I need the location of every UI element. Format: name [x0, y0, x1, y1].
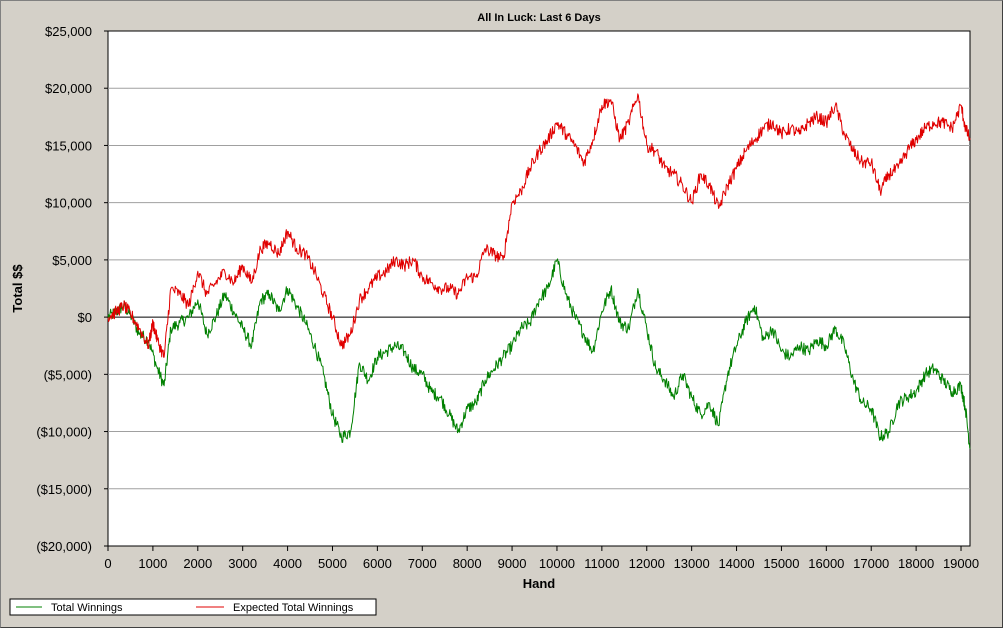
legend-label-total-winnings: Total Winnings — [51, 602, 123, 614]
y-tick-label: ($20,000) — [36, 539, 92, 554]
y-axis-ticks: $25,000 $20,000 $15,000 $10,000 $5,000 $0 ($5,… — [36, 24, 108, 554]
y-tick-label: ($15,000) — [36, 482, 92, 497]
x-tick-label: 5000 — [318, 556, 347, 571]
y-tick-label: $15,000 — [45, 138, 92, 153]
x-axis-ticks: 0 1000 2000 3000 4000 5000 6000 7000 8000 9000 100… — [104, 546, 979, 571]
x-tick-label: 14000 — [718, 556, 754, 571]
y-tick-label: ($5,000) — [44, 367, 92, 382]
y-tick-label: $25,000 — [45, 24, 92, 39]
x-tick-label: 11000 — [584, 556, 619, 571]
x-tick-label: 12000 — [629, 556, 665, 571]
x-tick-label: 2000 — [183, 556, 212, 571]
x-axis-title: Hand — [523, 576, 556, 591]
x-tick-label: 19000 — [943, 556, 979, 571]
y-tick-label: $10,000 — [45, 196, 92, 211]
x-tick-label: 1000 — [138, 556, 167, 571]
x-tick-label: 4000 — [273, 556, 302, 571]
series-line-expected-total-winnings — [107, 93, 971, 358]
y-tick-label: $5,000 — [52, 253, 92, 268]
x-tick-label: 17000 — [853, 556, 889, 571]
gridlines — [108, 87, 970, 490]
legend-label-expected-total-winnings: Expected Total Winnings — [233, 602, 354, 614]
x-tick-label: 18000 — [898, 556, 934, 571]
y-tick-label: $0 — [78, 310, 92, 325]
x-tick-label: 13000 — [674, 556, 710, 571]
x-tick-label: 7000 — [408, 556, 437, 571]
x-tick-label: 8000 — [453, 556, 482, 571]
legend: Total Winnings Expected Total Winnings — [9, 598, 377, 616]
x-tick-label: 6000 — [363, 556, 392, 571]
series-layer — [107, 93, 971, 449]
series-line-total-winnings — [107, 258, 971, 449]
plot-area — [107, 30, 971, 547]
x-tick-label: 10000 — [539, 556, 575, 571]
y-axis-title: Total $$ — [10, 264, 25, 313]
x-tick-label: 16000 — [808, 556, 844, 571]
x-tick-label: 9000 — [498, 556, 527, 571]
x-tick-label: 0 — [104, 556, 111, 571]
y-tick-label: ($10,000) — [36, 425, 92, 440]
legend-box — [9, 598, 377, 616]
chart-title: All In Luck: Last 6 Days — [477, 12, 600, 24]
y-tick-label: $20,000 — [45, 81, 92, 96]
x-tick-label: 3000 — [228, 556, 257, 571]
x-tick-label: 15000 — [763, 556, 799, 571]
